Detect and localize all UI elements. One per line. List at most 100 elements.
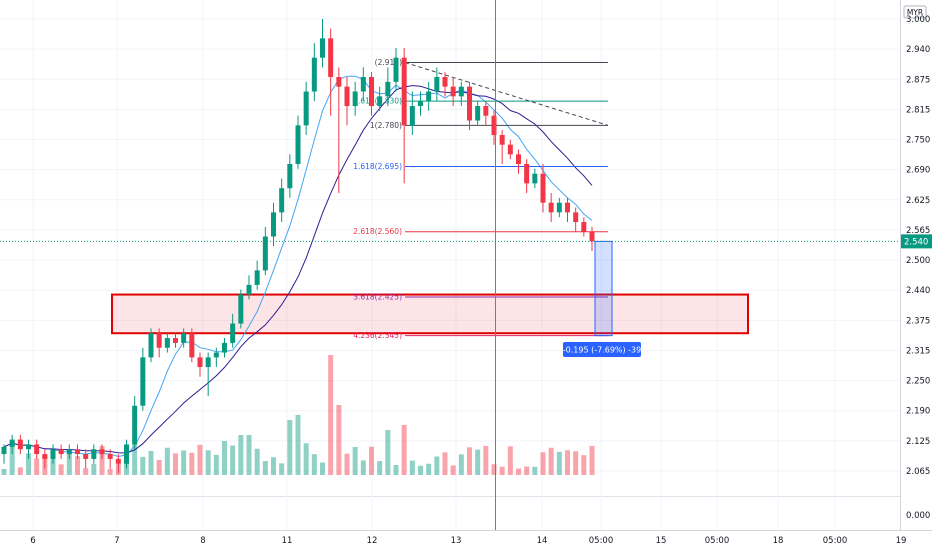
candle-body <box>467 86 472 121</box>
candle-body <box>336 77 342 87</box>
candle-body <box>385 81 391 97</box>
volume-bar <box>516 468 521 475</box>
volume-bar <box>467 447 472 475</box>
volume-bar <box>99 446 105 475</box>
price-tick-label: 2.940 <box>906 45 930 55</box>
volume-bar <box>189 452 195 475</box>
time-tick-label: 05:00 <box>589 536 614 546</box>
candle-body <box>393 57 399 82</box>
candle-body <box>548 202 554 213</box>
volume-bar <box>1 469 7 475</box>
last-price-label: 2.540 <box>904 237 928 247</box>
volume-bar <box>213 454 219 475</box>
candle-body <box>524 164 530 184</box>
candle-body <box>181 333 187 343</box>
fib-level-label: 1(2.780) <box>370 121 402 130</box>
volume-bar <box>230 445 236 475</box>
volume-bar <box>475 449 481 475</box>
candle-body <box>556 202 562 213</box>
volume-bar <box>401 425 407 475</box>
chart-grid <box>0 0 900 530</box>
volume-bar <box>418 465 423 475</box>
volume-bar <box>279 463 285 475</box>
candle-body <box>50 449 56 459</box>
volume-bar <box>107 468 113 475</box>
candle-body <box>140 357 146 406</box>
price-tick-label: 2.500 <box>906 256 930 266</box>
candle-body <box>589 231 595 242</box>
candle-body <box>328 38 334 78</box>
volume-bar <box>34 458 40 475</box>
volume-bars <box>1 355 595 475</box>
candle-body <box>91 449 97 459</box>
time-tick-label: 05:00 <box>705 536 730 546</box>
candle-body <box>222 342 227 353</box>
candle-body <box>360 77 366 92</box>
volume-bar <box>352 447 358 475</box>
candle-body <box>99 449 105 455</box>
time-tick-label: 15 <box>656 536 667 546</box>
volume-bar <box>271 457 276 475</box>
time-axis[interactable]: 6 7 8 11 12 13 14 05:00 15 05:00 18 05:00 19 <box>0 530 932 547</box>
volume-bar <box>262 461 268 475</box>
fib-level-label: 1.618(2.695) <box>353 162 402 171</box>
volume-bar <box>458 454 464 475</box>
candle-body <box>115 458 121 464</box>
volume-bar <box>140 456 146 475</box>
candle-body <box>83 454 89 459</box>
price-tick-label: 2.065 <box>906 467 930 477</box>
volume-bar <box>181 450 187 475</box>
fib-level-label: 4.236(2.345) <box>353 331 402 340</box>
candle-body <box>426 91 432 102</box>
volume-bar <box>507 446 513 475</box>
volume-bar <box>303 443 309 475</box>
candle-body <box>311 57 317 92</box>
measure-label: -0.195 (-7.69%) -39 <box>563 346 641 355</box>
volume-bar <box>491 464 497 475</box>
candle-body <box>58 449 64 455</box>
currency-badge <box>903 5 927 19</box>
price-tick-label: 2.875 <box>906 75 930 85</box>
candle-body <box>287 164 293 189</box>
candle-body <box>581 222 587 232</box>
volume-bar <box>556 451 562 475</box>
candle-body <box>34 444 40 455</box>
volume-bar <box>426 463 432 475</box>
volume-bar <box>205 450 211 475</box>
price-tick-label: 2.125 <box>906 437 930 447</box>
volume-bar <box>532 466 538 475</box>
volume-bar <box>26 453 31 475</box>
candle-body <box>17 439 23 450</box>
candle-body <box>475 106 481 121</box>
candle-body <box>450 86 456 97</box>
time-tick-label: 12 <box>367 536 378 546</box>
measure-tool: -0.195 (-7.69%) -39 <box>563 240 641 357</box>
candle-body <box>230 323 236 343</box>
time-tick-label: 14 <box>537 536 548 546</box>
time-tick-label: 6 <box>30 536 35 546</box>
volume-bar <box>450 465 456 475</box>
price-tick-label: 2.815 <box>906 105 930 115</box>
candle-body <box>418 101 423 107</box>
volume-bar <box>385 430 391 475</box>
candle-body <box>279 188 285 213</box>
time-tick-label: 8 <box>200 536 205 546</box>
candle-body <box>238 294 244 324</box>
volume-bar <box>238 435 244 475</box>
candle-body <box>148 333 154 358</box>
candle-body <box>377 96 383 107</box>
volume-bar <box>246 435 252 475</box>
support-zone-box <box>111 293 749 335</box>
time-tick-label: 18 <box>773 536 784 546</box>
candle-body <box>320 38 325 58</box>
currency-label: MYR <box>907 8 923 17</box>
last-price-badge <box>901 234 932 249</box>
price-tick-label: 2.750 <box>906 136 930 146</box>
candle-body <box>1 446 7 455</box>
candle-body <box>483 106 489 116</box>
time-tick-label: 19 <box>896 536 907 546</box>
candle-body <box>442 77 448 87</box>
